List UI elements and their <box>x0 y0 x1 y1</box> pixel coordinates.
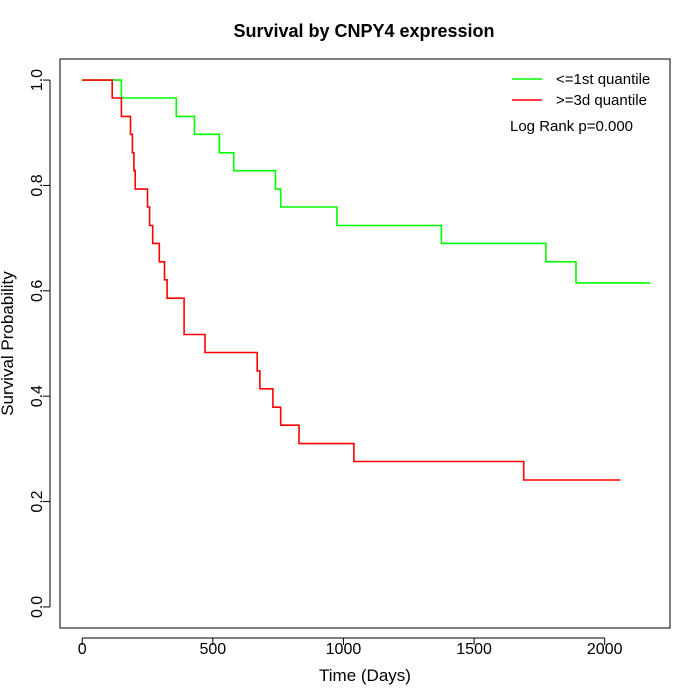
y-tick-label: 0.0 <box>29 596 46 618</box>
legend: <=1st quantile >=3d quantile <box>512 71 650 109</box>
y-tick-label: 0.2 <box>29 490 46 512</box>
y-tick-label: 1.0 <box>29 69 46 91</box>
y-tick-label: 0.4 <box>29 385 46 407</box>
series-layer <box>82 79 651 481</box>
legend-label: <=1st quantile <box>556 71 650 88</box>
x-tick-label: 0 <box>78 641 87 658</box>
y-axis-title: Survival Probability <box>0 271 17 416</box>
y-tick-label: 0.8 <box>29 174 46 196</box>
log-rank-annotation: Log Rank p=0.000 <box>510 118 633 135</box>
y-axis: 0.0 0.2 0.4 0.6 0.8 1.0 <box>29 69 51 618</box>
x-tick-label: 1000 <box>326 641 362 658</box>
chart-title: Survival by CNPY4 expression <box>233 21 494 41</box>
x-tick-label: 1500 <box>456 641 492 658</box>
x-tick-label: 2000 <box>587 641 623 658</box>
x-axis: 0 500 1000 1500 2000 <box>78 637 623 658</box>
y-tick-label: 0.6 <box>29 280 46 302</box>
plot-frame <box>59 58 671 629</box>
survival-curve <box>82 79 651 284</box>
x-axis-title: Time (Days) <box>319 666 411 685</box>
x-tick-label: 500 <box>199 641 226 658</box>
legend-label: >=3d quantile <box>556 92 647 109</box>
survival-curve <box>82 79 621 481</box>
